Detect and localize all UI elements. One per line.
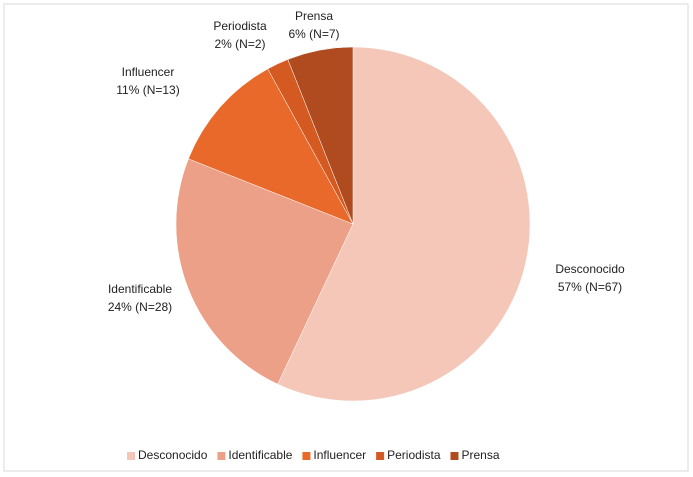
slice-value-label: 2% (N=2) bbox=[214, 37, 265, 51]
pie-slice bbox=[287, 46, 354, 225]
legend-swatch bbox=[217, 452, 226, 460]
pie-slice bbox=[277, 46, 531, 402]
slice-value-label: 6% (N=7) bbox=[288, 27, 339, 41]
legend-swatch bbox=[302, 452, 311, 460]
legend-swatch bbox=[450, 452, 459, 460]
legend-label: Periodista bbox=[387, 448, 441, 462]
legend-label: Prensa bbox=[462, 448, 500, 462]
slice-category-label: Identificable bbox=[108, 282, 172, 296]
legend-swatch bbox=[127, 452, 135, 460]
slice-category-label: Periodista bbox=[213, 19, 267, 33]
slice-value-label: 24% (N=28) bbox=[108, 300, 172, 314]
legend-label: Identificable bbox=[228, 448, 292, 462]
slice-value-label: 11% (N=13) bbox=[116, 83, 179, 97]
legend-label: Influencer bbox=[313, 448, 366, 462]
slice-category-label: Desconocido bbox=[555, 262, 625, 276]
pie-slice bbox=[188, 68, 354, 225]
slice-category-label: Influencer bbox=[122, 65, 175, 79]
legend-swatch bbox=[376, 452, 385, 460]
slice-value-label: 57% (N=67) bbox=[558, 280, 622, 294]
slice-category-label: Prensa bbox=[295, 9, 333, 23]
legend-label: Desconocido bbox=[138, 448, 208, 462]
pie-slice bbox=[175, 158, 354, 385]
